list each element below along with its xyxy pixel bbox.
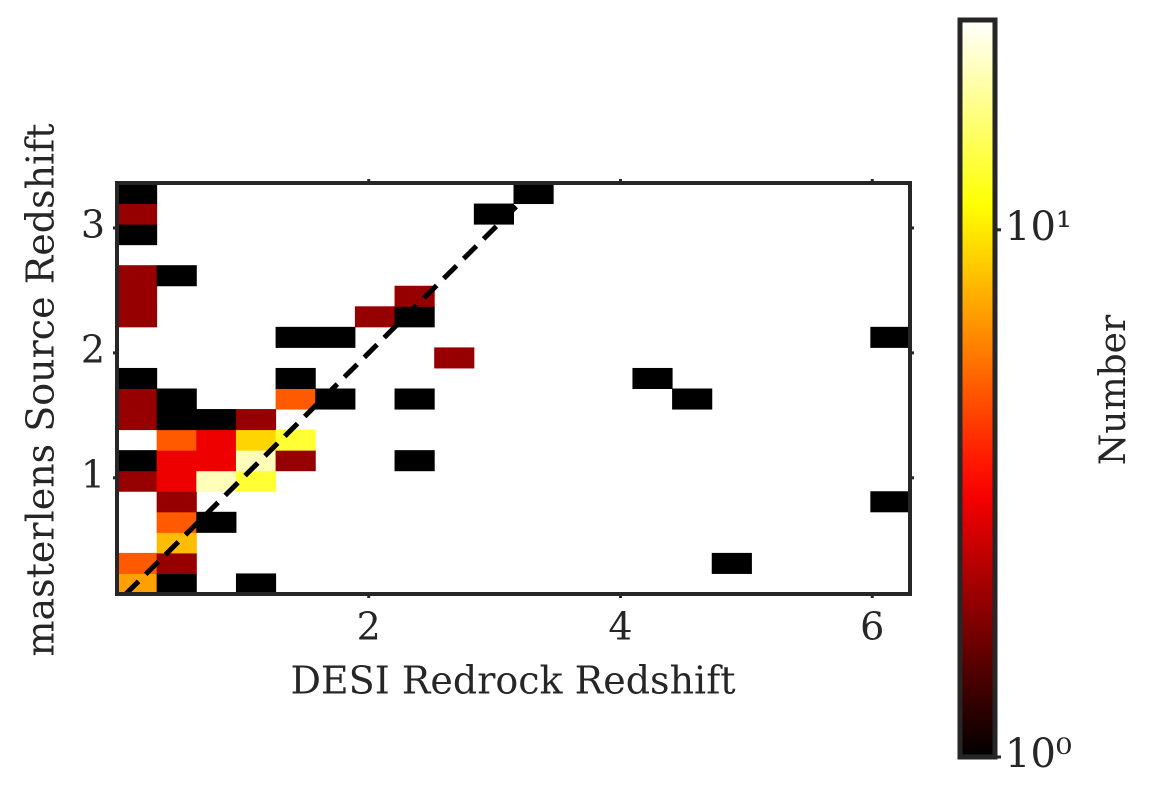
- hist-cell: [275, 450, 316, 472]
- hist-cell: [275, 429, 316, 451]
- hist-cell: [315, 388, 356, 410]
- y-tick-label: 3: [81, 202, 105, 246]
- hist-cell: [434, 347, 475, 369]
- hist-cell: [156, 429, 197, 451]
- hist-cell: [235, 470, 277, 492]
- hist-cell: [156, 491, 197, 513]
- hist-cell: [156, 552, 197, 574]
- hist-cell: [117, 450, 158, 472]
- x-axis-label: DESI Redrock Redshift: [290, 659, 735, 703]
- hist-cell: [117, 203, 158, 225]
- hist-cell: [196, 429, 237, 451]
- colorbar-tick-label: 10⁰: [1005, 731, 1072, 777]
- hist-cell: [156, 573, 197, 594]
- hist-cell: [117, 409, 158, 431]
- hist-cell: [156, 450, 197, 472]
- hist-cell: [711, 552, 752, 574]
- hist-cell: [117, 183, 158, 205]
- hist-cell: [394, 285, 435, 307]
- x-tick-label: 4: [608, 605, 632, 649]
- hist-cell: [235, 429, 277, 451]
- hist-cell: [394, 306, 435, 328]
- hist-cell: [117, 388, 158, 410]
- hist-cell: [196, 511, 237, 533]
- x-tick-label: 2: [357, 605, 381, 649]
- plot-frame: [115, 181, 912, 596]
- identity-line: [124, 183, 542, 594]
- colorbar-tick-label: 10¹: [1005, 204, 1072, 250]
- colorbar-label: Number: [1093, 314, 1134, 465]
- hist-cell: [156, 265, 197, 287]
- hist-cell: [156, 388, 197, 410]
- hist-cell: [672, 388, 713, 410]
- hist-cell: [870, 491, 910, 513]
- hist-cell: [315, 326, 356, 348]
- hist-cell: [275, 388, 316, 410]
- y-tick-label: 1: [81, 452, 105, 496]
- y-axis-label: masterlens Source Redshift: [19, 123, 63, 656]
- hist-cell: [117, 367, 158, 389]
- hist-cell: [156, 511, 197, 533]
- hist-cell: [870, 326, 910, 348]
- hist-cell: [275, 367, 316, 389]
- colorbar: [957, 17, 998, 760]
- hist-cell: [394, 388, 435, 410]
- hist-cell: [156, 409, 197, 431]
- hist-cell: [117, 265, 158, 287]
- hist-cell: [156, 470, 197, 492]
- hist-cell: [235, 573, 277, 594]
- hist-cell: [117, 470, 158, 492]
- hist-cell: [354, 306, 396, 328]
- hist-cell: [196, 409, 237, 431]
- hist-cell: [117, 552, 158, 574]
- hist-cell: [235, 409, 277, 431]
- y-tick-label: 2: [81, 327, 105, 371]
- hist-cell: [117, 306, 158, 328]
- hist-cell: [632, 367, 673, 389]
- hist-cell: [394, 450, 435, 472]
- cells: [117, 183, 910, 594]
- hist-cell: [117, 224, 158, 246]
- x-tick-label: 6: [860, 605, 884, 649]
- hist-cell: [196, 470, 237, 492]
- hist-cell: [196, 450, 237, 472]
- hist-cell: [275, 326, 316, 348]
- hist-cell: [117, 285, 158, 307]
